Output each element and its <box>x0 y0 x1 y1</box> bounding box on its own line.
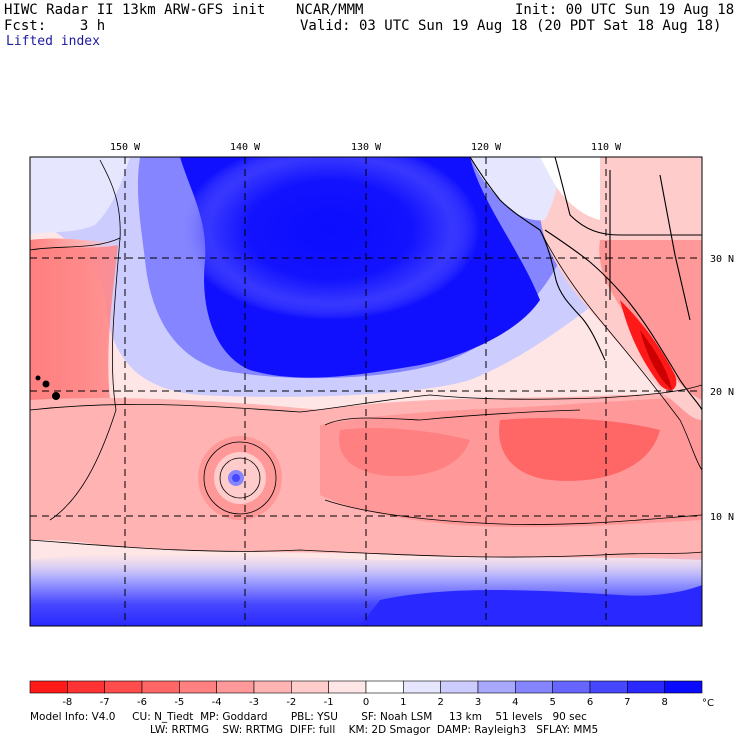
colorbar-tick-label: 5 <box>549 697 555 708</box>
colorbar-tick-label: -5 <box>174 697 184 708</box>
colorbar-tick-label: -6 <box>137 697 147 708</box>
colorbar-swatches <box>29 680 703 694</box>
colorbar-tick-label: -1 <box>324 697 334 708</box>
colorbar-tick-label: 3 <box>475 697 481 708</box>
colorbar-tick-label: 2 <box>437 697 443 708</box>
map-border <box>29 156 703 627</box>
lon-label: 140 W <box>230 142 261 153</box>
colorbar-tick-label: 1 <box>400 697 406 708</box>
model-info-line2: LW: RRTMG SW: RRTMG DIFF: full KM: 2D Sm… <box>150 724 599 736</box>
colorbar-swatch <box>664 680 703 694</box>
colorbar-tick-label: -3 <box>249 697 259 708</box>
colorbar-swatch <box>29 680 68 694</box>
colorbar-tick-labels: -8 -7 -6 -5 -4 -3 -2 -1 0 1 2 3 4 5 6 7 8 <box>62 697 668 708</box>
init-time: Init: 00 UTC Sun 19 Aug 18 <box>515 2 735 18</box>
colorbar-swatch <box>104 680 143 694</box>
colorbar-swatch <box>365 680 404 694</box>
colorbar-tick-label: -4 <box>212 697 222 708</box>
map-field <box>30 157 702 626</box>
colorbar-swatch <box>216 680 255 694</box>
agency-label: NCAR/MMM <box>296 2 364 18</box>
lon-label: 120 W <box>471 142 502 153</box>
colorbar-swatch <box>515 680 553 694</box>
colorbar-tick-label: -8 <box>62 697 72 708</box>
colorbar-swatch <box>67 680 105 694</box>
colorbar-swatch <box>141 680 180 694</box>
colorbar-swatch <box>589 680 628 694</box>
lat-label: 10 N <box>710 512 734 523</box>
colorbar-tick-label: -2 <box>286 697 296 708</box>
colorbar-tick-label: -7 <box>100 697 110 708</box>
colorbar-swatch <box>627 680 665 694</box>
colorbar-swatch <box>403 680 441 694</box>
lat-label: 30 N <box>710 254 734 265</box>
colorbar-swatch <box>440 680 479 694</box>
colorbar-swatch <box>328 680 367 694</box>
lon-label: 110 W <box>591 142 622 153</box>
colorbar-tick-label: 7 <box>624 697 630 708</box>
colorbar-tick-label: 0 <box>363 697 369 708</box>
colorbar-tick-label: 6 <box>587 697 593 708</box>
colorbar-swatch <box>477 680 516 694</box>
lat-label: 20 N <box>710 387 734 398</box>
colorbar-swatch <box>291 680 329 694</box>
colorbar-swatch <box>552 680 591 694</box>
field-name: Lifted index <box>6 34 100 49</box>
lon-label: 150 W <box>110 142 141 153</box>
model-info-line1: Model Info: V4.0 CU: N_Tiedt MP: Goddard… <box>30 711 587 723</box>
colorbar-tick-label: 8 <box>661 697 667 708</box>
valid-time: Valid: 03 UTC Sun 19 Aug 18 (20 PDT Sat … <box>300 18 722 34</box>
colorbar-unit: °C <box>702 698 714 709</box>
model-title: HIWC Radar II 13km ARW-GFS init <box>4 2 266 18</box>
colorbar-tick-label: 4 <box>512 697 518 708</box>
colorbar-swatch <box>253 680 292 694</box>
colorbar-swatch <box>179 680 217 694</box>
lon-label: 130 W <box>351 142 382 153</box>
forecast-hour: Fcst: 3 h <box>4 18 106 34</box>
